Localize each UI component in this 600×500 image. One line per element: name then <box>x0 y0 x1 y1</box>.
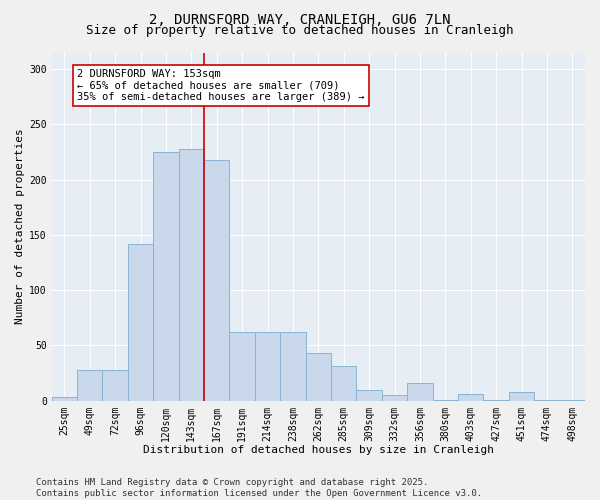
Bar <box>103 370 128 400</box>
Bar <box>356 390 382 400</box>
Text: 2 DURNSFORD WAY: 153sqm
← 65% of detached houses are smaller (709)
35% of semi-d: 2 DURNSFORD WAY: 153sqm ← 65% of detache… <box>77 69 365 102</box>
Bar <box>305 353 331 401</box>
Text: 2, DURNSFORD WAY, CRANLEIGH, GU6 7LN: 2, DURNSFORD WAY, CRANLEIGH, GU6 7LN <box>149 12 451 26</box>
Bar <box>382 395 407 400</box>
Bar <box>331 366 356 400</box>
Text: Contains HM Land Registry data © Crown copyright and database right 2025.
Contai: Contains HM Land Registry data © Crown c… <box>36 478 482 498</box>
Bar <box>458 394 484 400</box>
Bar <box>255 332 280 400</box>
Bar <box>77 370 103 400</box>
Bar <box>153 152 179 400</box>
Bar <box>128 244 153 400</box>
Bar <box>407 383 433 400</box>
X-axis label: Distribution of detached houses by size in Cranleigh: Distribution of detached houses by size … <box>143 445 494 455</box>
Bar <box>509 392 534 400</box>
Y-axis label: Number of detached properties: Number of detached properties <box>15 128 25 324</box>
Bar <box>280 332 305 400</box>
Text: Size of property relative to detached houses in Cranleigh: Size of property relative to detached ho… <box>86 24 514 37</box>
Bar <box>229 332 255 400</box>
Bar <box>52 398 77 400</box>
Bar <box>179 148 204 400</box>
Bar <box>204 160 229 400</box>
